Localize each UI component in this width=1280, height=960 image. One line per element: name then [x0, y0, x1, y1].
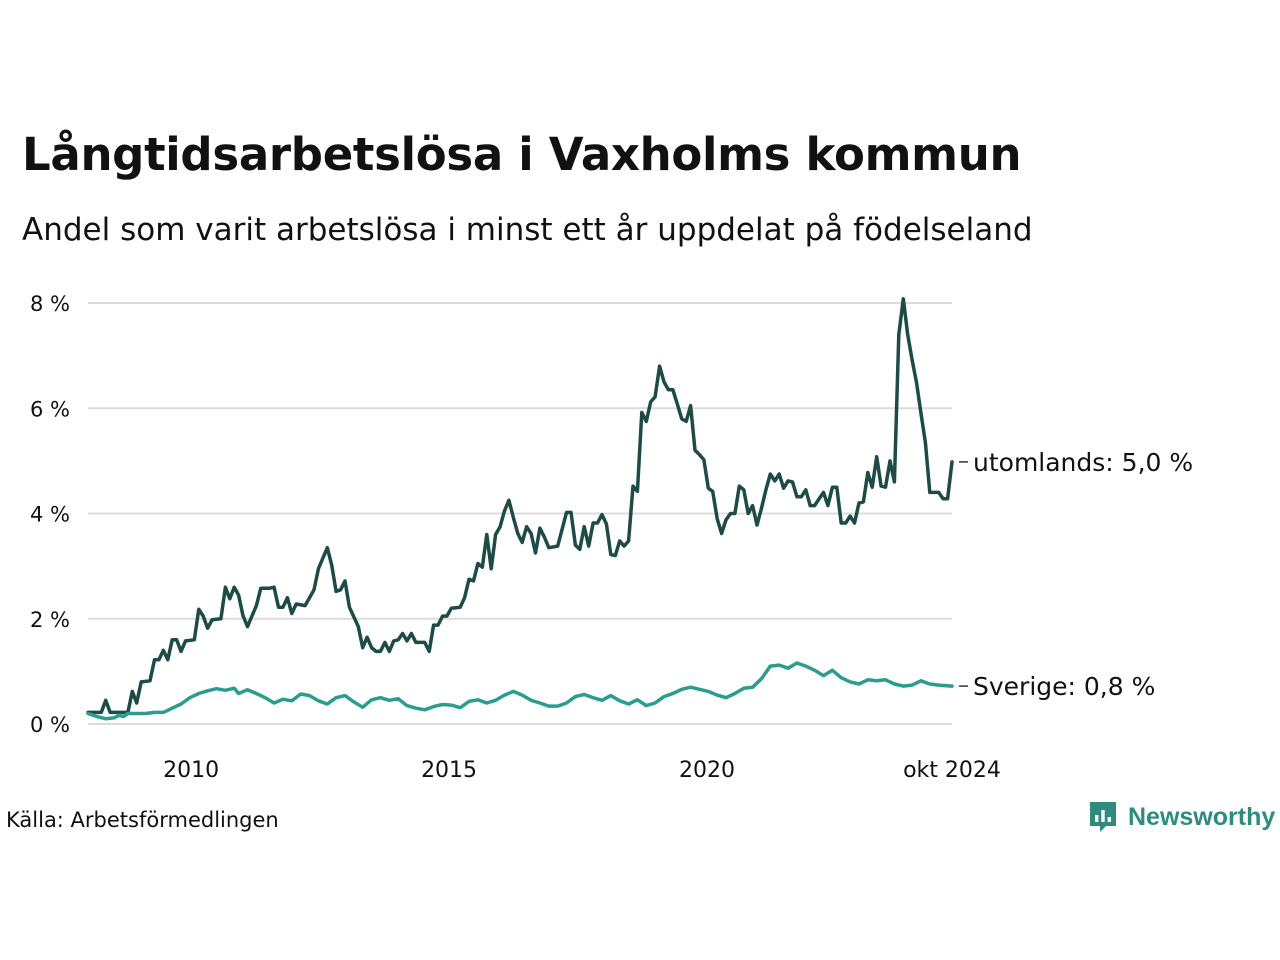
x-tick-label: okt 2024 — [903, 758, 1001, 783]
newsworthy-logo-icon — [1090, 802, 1116, 832]
series-line-utomlands — [86, 297, 954, 715]
y-axis-ticks: 0 % 2 % 4 % 6 % 8 % — [30, 292, 70, 737]
series-end-label: Sverige: 0,8 % — [973, 672, 1155, 701]
series-line-sverige — [86, 661, 954, 721]
gridlines — [88, 302, 952, 725]
x-tick-label: 2020 — [679, 758, 735, 783]
y-tick-label: 4 % — [30, 503, 70, 527]
source-note: Källa: Arbetsförmedlingen — [6, 808, 279, 832]
x-tick-label: 2015 — [421, 758, 477, 783]
series-end-label: utomlands: 5,0 % — [973, 448, 1193, 477]
y-tick-label: 8 % — [30, 292, 70, 316]
x-tick-label: 2010 — [163, 758, 219, 783]
series-end-labels: utomlands: 5,0 % Sverige: 0,8 % — [959, 448, 1193, 701]
chart-title: Långtidsarbetslösa i Vaxholms kommun — [22, 128, 1022, 181]
brand-logo[interactable]: Newsworthy — [1088, 800, 1275, 834]
x-axis-ticks: 2010 2015 2020 okt 2024 — [163, 758, 1001, 783]
chart-subtitle: Andel som varit arbetslösa i minst ett å… — [22, 212, 1033, 248]
brand-name: Newsworthy — [1128, 802, 1276, 831]
y-tick-label: 6 % — [30, 397, 70, 421]
series-lines — [86, 297, 954, 721]
y-tick-label: 2 % — [30, 608, 70, 632]
y-tick-label: 0 % — [30, 713, 70, 737]
